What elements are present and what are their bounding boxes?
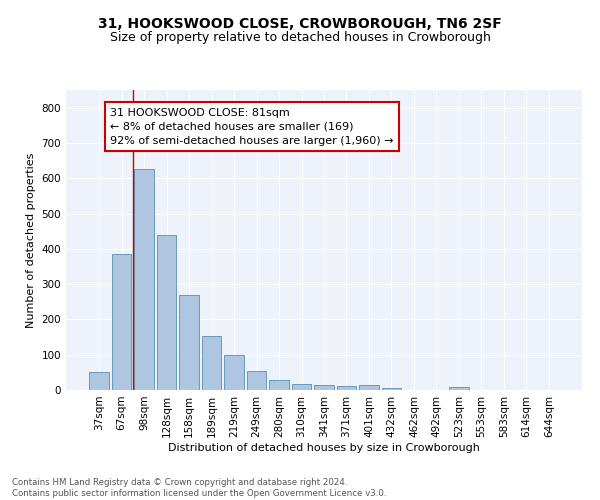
Text: 31, HOOKSWOOD CLOSE, CROWBOROUGH, TN6 2SF: 31, HOOKSWOOD CLOSE, CROWBOROUGH, TN6 2S… xyxy=(98,18,502,32)
Bar xyxy=(314,386,334,390)
Bar xyxy=(224,354,244,390)
Bar xyxy=(112,254,131,390)
Text: Contains HM Land Registry data © Crown copyright and database right 2024.
Contai: Contains HM Land Registry data © Crown c… xyxy=(12,478,386,498)
Bar xyxy=(449,387,469,390)
Text: 31 HOOKSWOOD CLOSE: 81sqm
← 8% of detached houses are smaller (169)
92% of semi-: 31 HOOKSWOOD CLOSE: 81sqm ← 8% of detach… xyxy=(110,108,394,146)
Bar xyxy=(179,296,199,390)
Text: Size of property relative to detached houses in Crowborough: Size of property relative to detached ho… xyxy=(110,31,490,44)
Bar xyxy=(157,234,176,390)
Bar xyxy=(247,372,266,390)
Bar xyxy=(292,384,311,390)
Bar xyxy=(134,170,154,390)
Bar xyxy=(382,388,401,390)
Bar xyxy=(359,384,379,390)
Bar xyxy=(337,386,356,390)
Bar xyxy=(269,380,289,390)
X-axis label: Distribution of detached houses by size in Crowborough: Distribution of detached houses by size … xyxy=(168,442,480,452)
Bar xyxy=(202,336,221,390)
Y-axis label: Number of detached properties: Number of detached properties xyxy=(26,152,36,328)
Bar xyxy=(89,372,109,390)
